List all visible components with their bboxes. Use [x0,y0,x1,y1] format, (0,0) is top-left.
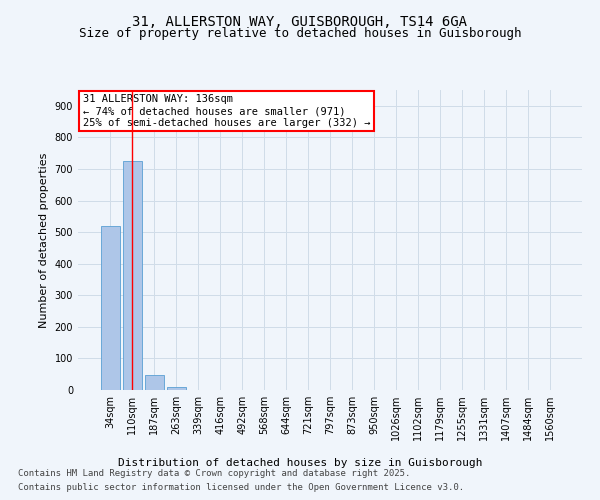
Bar [145,375,164,390]
Bar [167,388,185,390]
Text: 31 ALLERSTON WAY: 136sqm
← 74% of detached houses are smaller (971)
25% of semi-: 31 ALLERSTON WAY: 136sqm ← 74% of detach… [83,94,371,128]
Bar [101,226,119,390]
Text: Distribution of detached houses by size in Guisborough: Distribution of detached houses by size … [118,458,482,468]
Bar [123,161,142,390]
Text: Contains public sector information licensed under the Open Government Licence v3: Contains public sector information licen… [18,484,464,492]
Text: 31, ALLERSTON WAY, GUISBOROUGH, TS14 6GA: 31, ALLERSTON WAY, GUISBOROUGH, TS14 6GA [133,15,467,29]
Text: Contains HM Land Registry data © Crown copyright and database right 2025.: Contains HM Land Registry data © Crown c… [18,468,410,477]
Y-axis label: Number of detached properties: Number of detached properties [39,152,49,328]
Text: Size of property relative to detached houses in Guisborough: Size of property relative to detached ho… [79,28,521,40]
